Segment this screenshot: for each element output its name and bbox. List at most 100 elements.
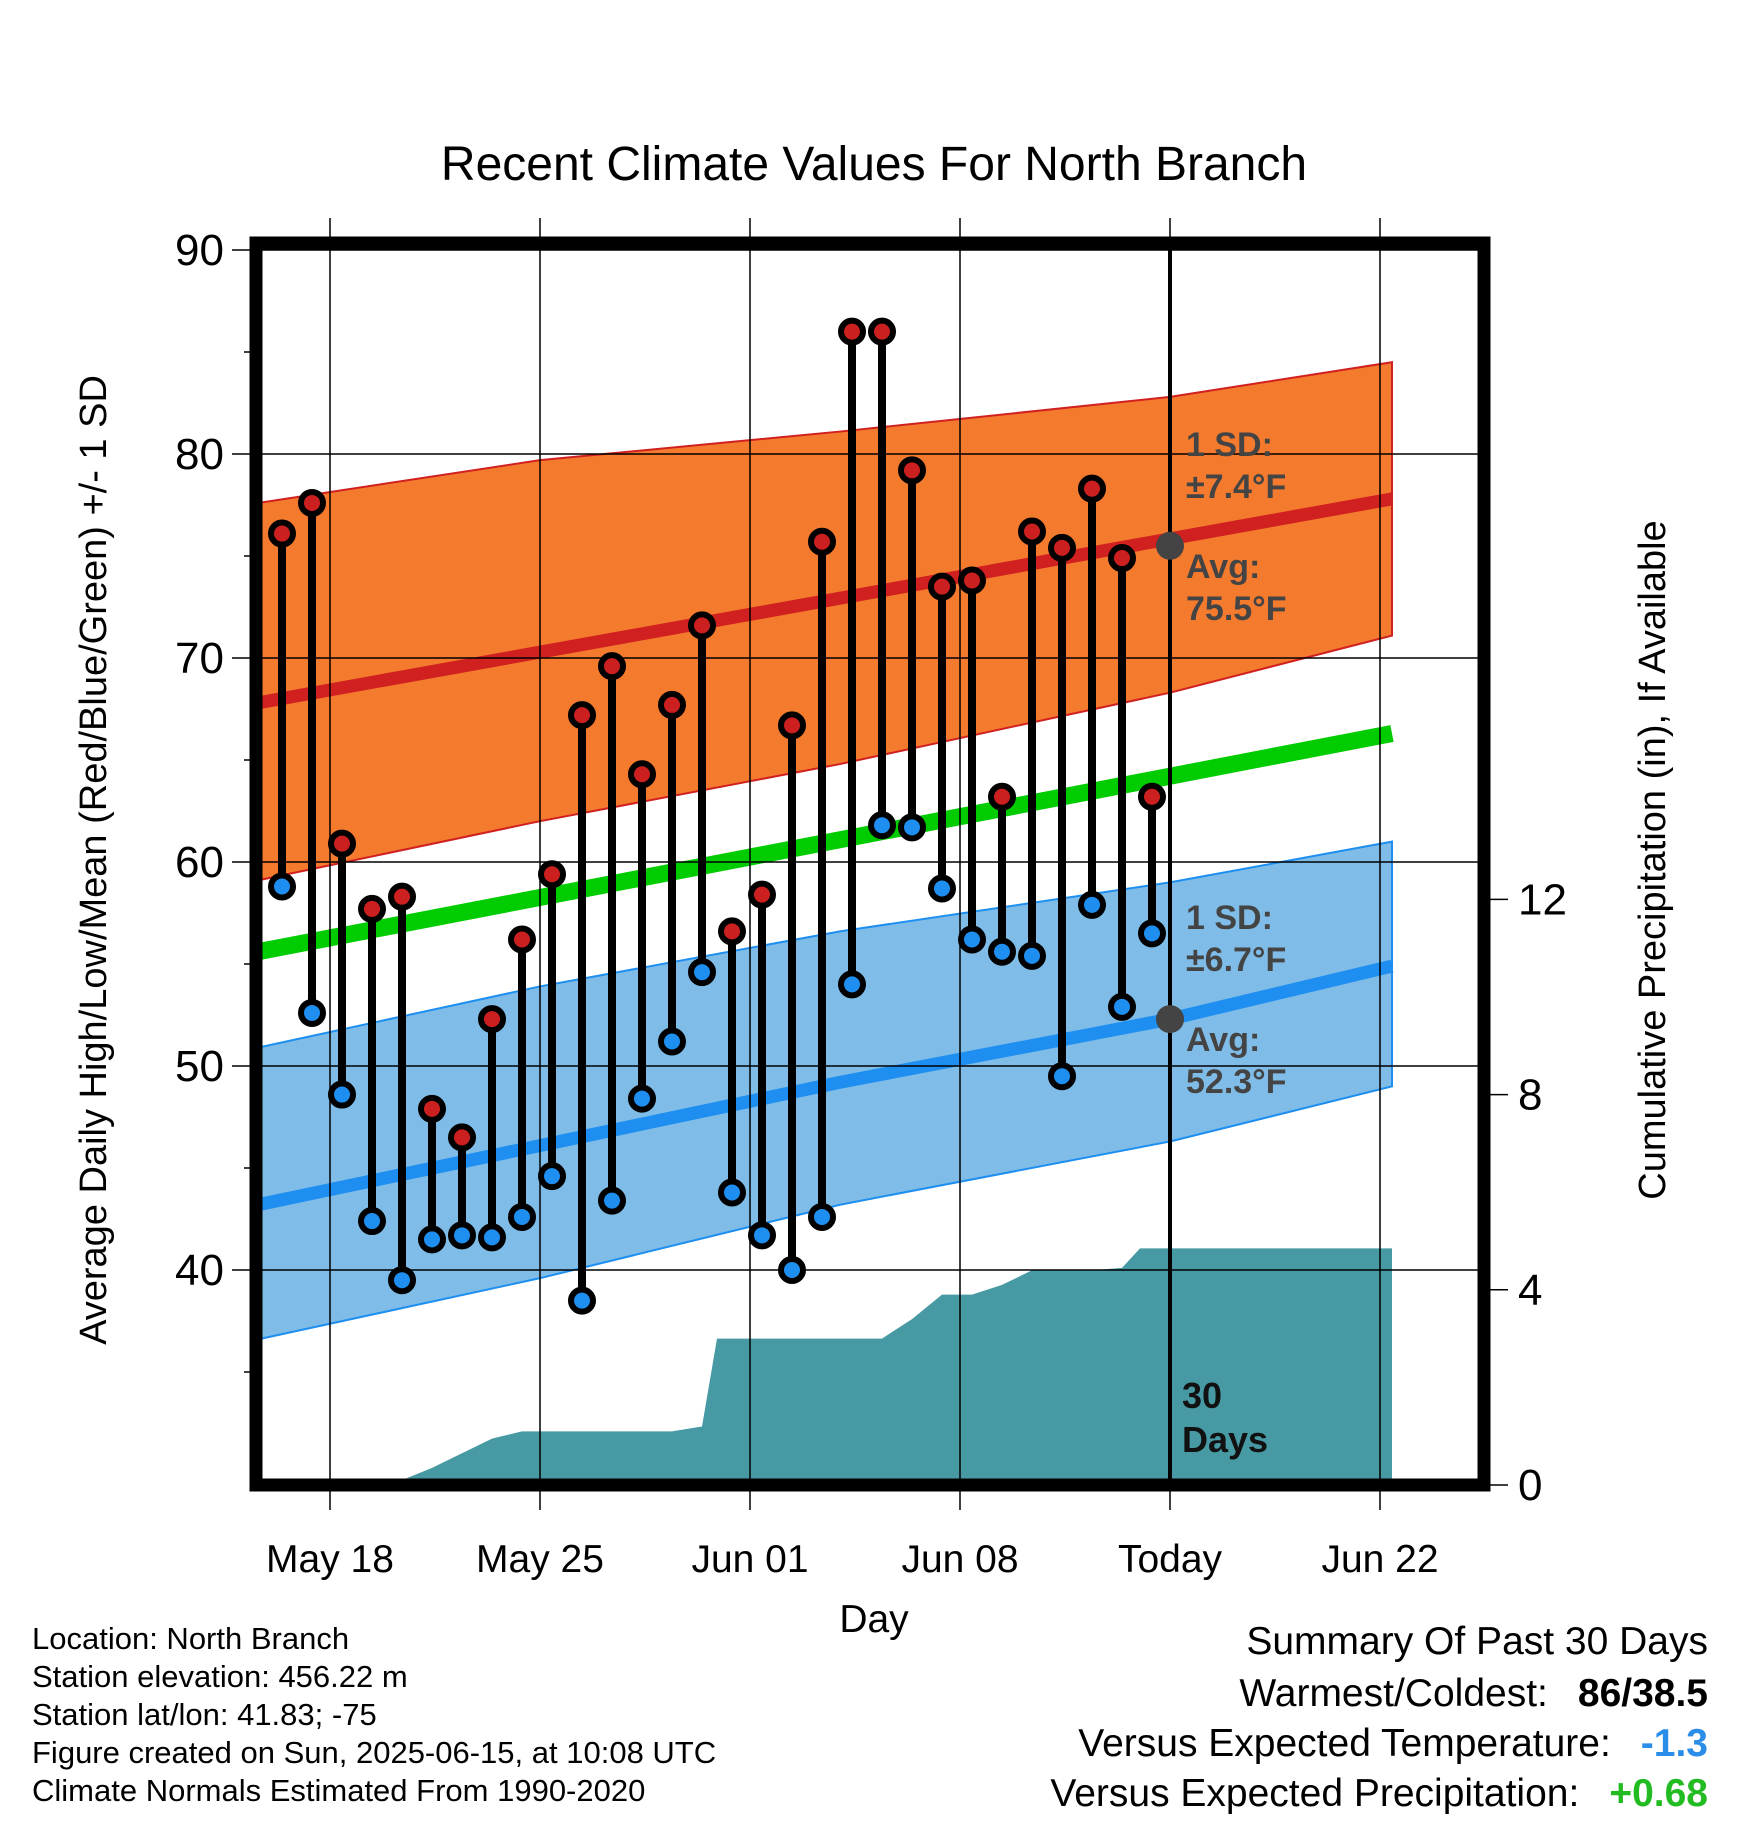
low-point [1078, 890, 1106, 919]
low-sd-value: ±6.7°F [1186, 941, 1286, 979]
low-point [538, 1162, 566, 1191]
precipitation-value: +0.68 [1609, 1772, 1708, 1815]
high-point [358, 894, 386, 923]
low-point [478, 1223, 506, 1252]
high-point [598, 652, 626, 681]
summary-warmest-coldest: Warmest/Coldest: 86/38.5 [1239, 1672, 1708, 1716]
y-tick-label: 60 [175, 838, 224, 887]
high-point [898, 456, 926, 485]
low-point [358, 1207, 386, 1236]
high-point [988, 782, 1016, 811]
summary-precipitation: Versus Expected Precipitation: +0.68 [1050, 1772, 1708, 1816]
y2-tick-label: 8 [1518, 1071, 1542, 1120]
low-today-average-dot [1156, 1005, 1184, 1034]
x-tick-label: Jun 22 [1321, 1538, 1438, 1581]
high-point [298, 488, 326, 517]
high-point [928, 572, 956, 601]
x-tick-label: Today [1118, 1538, 1223, 1581]
high-point [538, 860, 566, 889]
high-point [1048, 533, 1076, 562]
high-point [1018, 517, 1046, 546]
low-point [808, 1202, 836, 1231]
low-point [658, 1027, 686, 1056]
low-point [1138, 919, 1166, 948]
high-point [748, 880, 776, 909]
low-point [1048, 1062, 1076, 1091]
figure-created: Figure created on Sun, 2025-06-15, at 10… [32, 1735, 717, 1770]
low-point [1108, 992, 1136, 1021]
high-point [628, 760, 656, 789]
high-point [1078, 474, 1106, 503]
plot-frame [249, 236, 1491, 1492]
high-point [268, 519, 296, 548]
station-location: Location: North Branch [32, 1621, 350, 1656]
low-point [778, 1256, 806, 1284]
x-tick-label: Jun 08 [901, 1538, 1018, 1581]
high-point [658, 690, 686, 719]
low-avg-label: Avg: [1186, 1021, 1260, 1059]
y2-tick-label: 12 [1518, 875, 1567, 924]
low-point [868, 811, 896, 840]
high-point [808, 527, 836, 556]
high-avg-value: 75.5°F [1186, 590, 1287, 628]
x-tick-label: May 18 [266, 1538, 394, 1581]
low-sd-label: 1 SD: [1186, 899, 1273, 937]
low-point [598, 1186, 626, 1215]
low-point [628, 1084, 656, 1113]
days-count-label: 30 [1182, 1375, 1222, 1416]
temperature-label: Versus Expected Temperature: [1078, 1722, 1611, 1765]
high-point [1138, 782, 1166, 811]
precipitation-area [258, 1248, 1392, 1485]
high-point [418, 1094, 446, 1123]
low-point [508, 1202, 536, 1231]
low-point [988, 937, 1016, 966]
y-axis-label: Average Daily High/Low/Mean (Red/Blue/Gr… [73, 375, 115, 1345]
high-point [958, 566, 986, 595]
high-point [688, 611, 716, 640]
high-today-average-dot [1156, 531, 1184, 560]
y-tick-label: 70 [175, 634, 224, 683]
high-point [778, 711, 806, 740]
high-avg-label: Avg: [1186, 548, 1260, 586]
low-point [718, 1178, 746, 1207]
y2-axis-label: Cumulative Precipitation (in), If Availa… [1632, 520, 1674, 1199]
low-point [388, 1266, 416, 1295]
low-point [838, 970, 866, 999]
low-point [268, 872, 296, 901]
high-sd-label: 1 SD: [1186, 426, 1273, 464]
high-point [388, 882, 416, 911]
low-point [328, 1080, 356, 1109]
x-tick-label: May 25 [476, 1538, 604, 1581]
low-point [958, 925, 986, 954]
y2-tick-label: 4 [1518, 1266, 1542, 1315]
y-tick-label: 90 [175, 226, 224, 275]
x-axis-label: Day [839, 1598, 909, 1641]
summary-temperature: Versus Expected Temperature: -1.3 [1078, 1722, 1708, 1766]
high-point [568, 701, 596, 730]
low-avg-value: 52.3°F [1186, 1063, 1287, 1101]
warmest-coldest-value: 86/38.5 [1577, 1672, 1708, 1715]
y-tick-label: 50 [175, 1042, 224, 1091]
x-tick-label: Jun 01 [691, 1538, 808, 1581]
low-point [898, 813, 926, 842]
days-word-label: Days [1182, 1419, 1268, 1460]
station-latlon: Station lat/lon: 41.83; -75 [32, 1697, 377, 1732]
low-average-line [256, 959, 1394, 1212]
temperature-value: -1.3 [1640, 1722, 1708, 1765]
high-point [1108, 544, 1136, 573]
high-point [448, 1123, 476, 1152]
low-point [568, 1286, 596, 1315]
chart-title: Recent Climate Values For North Branch [441, 138, 1307, 191]
low-point [928, 874, 956, 903]
low-point [418, 1225, 446, 1254]
high-point [868, 317, 896, 346]
summary-title: Summary Of Past 30 Days [1246, 1620, 1708, 1663]
station-info: Location: North Branch Station elevation… [32, 1620, 716, 1810]
low-point [1018, 941, 1046, 970]
high-point [478, 1005, 506, 1034]
high-point [718, 917, 746, 946]
low-point [298, 998, 326, 1027]
climate-normals: Climate Normals Estimated From 1990-2020 [32, 1773, 646, 1808]
high-point [508, 925, 536, 954]
